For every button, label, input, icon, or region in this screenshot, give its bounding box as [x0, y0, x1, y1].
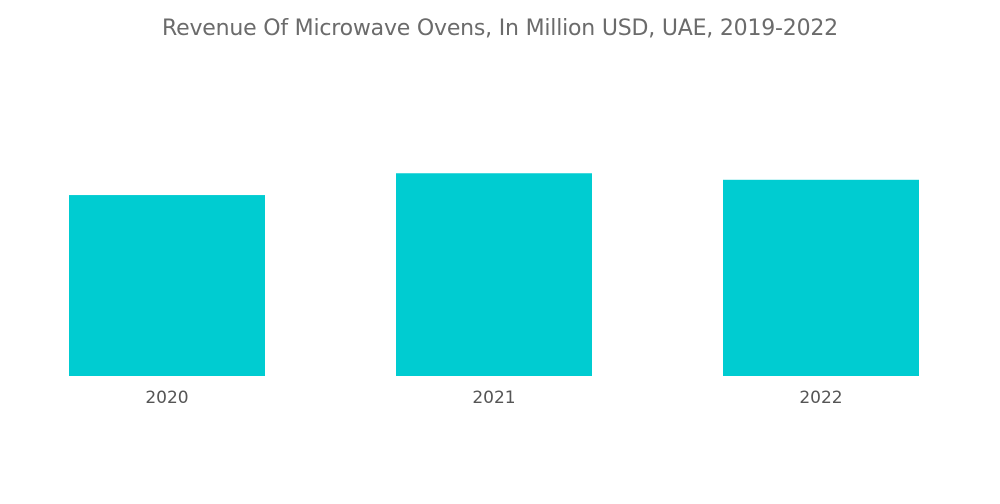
- bars-group: [69, 173, 919, 376]
- bar-2021: [396, 173, 592, 376]
- chart-title: Revenue Of Microwave Ovens, In Million U…: [162, 16, 838, 41]
- x-tick-label-2020: 2020: [145, 388, 188, 408]
- x-tick-label-2022: 2022: [799, 388, 842, 408]
- x-tick-labels: 2020 2021 2022: [145, 388, 842, 408]
- bar-2022: [723, 179, 919, 376]
- x-tick-label-2021: 2021: [472, 388, 515, 408]
- bar-2020: [69, 195, 265, 376]
